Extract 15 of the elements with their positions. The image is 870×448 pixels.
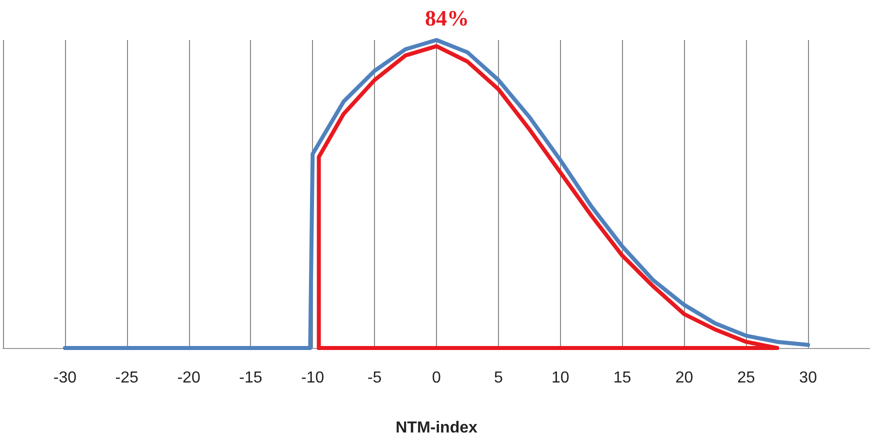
x-tick-label: 25 (737, 370, 756, 386)
x-tick-label: 5 (494, 370, 503, 386)
x-tick-label: -25 (115, 370, 139, 386)
x-tick-label: -5 (367, 370, 382, 386)
x-axis-title: NTM-index (396, 420, 478, 436)
x-tick-label: -15 (239, 370, 262, 386)
x-tick-label: 10 (551, 370, 570, 386)
x-tick-label: -10 (301, 370, 324, 386)
text: 84% (425, 6, 469, 30)
x-tick-label: -30 (53, 370, 77, 386)
x-tick-label: 30 (799, 370, 818, 386)
x-tick-label: 20 (675, 370, 694, 386)
x-tick-label: -20 (177, 370, 200, 386)
x-tick-label: 0 (432, 370, 442, 386)
x-tick-label: 15 (613, 370, 632, 386)
